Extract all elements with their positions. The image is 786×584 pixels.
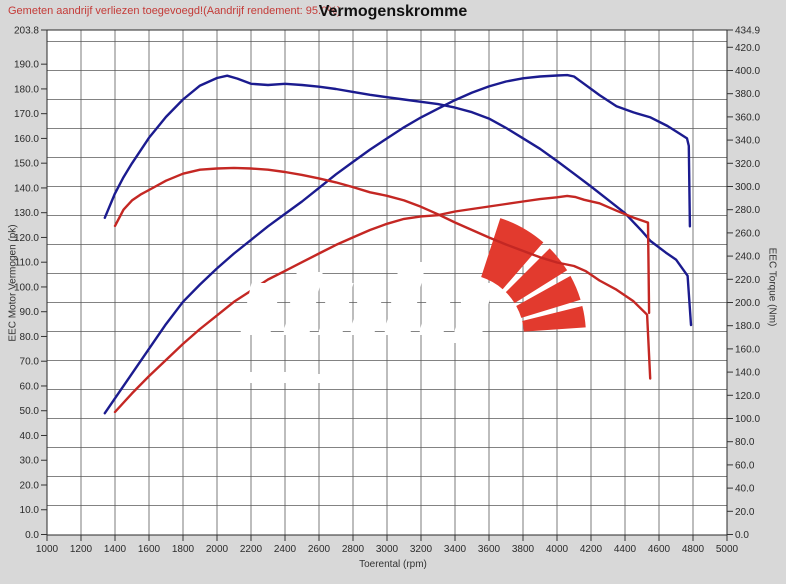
x-tick-label: 3400: [444, 544, 467, 555]
y-right-tick-label: 240.0: [735, 252, 760, 263]
watermark-knockout: [308, 374, 322, 383]
y-left-tick-label: 100.0: [14, 282, 39, 293]
x-tick-label: 3000: [376, 544, 399, 555]
y-left-tick-label: 80.0: [20, 332, 40, 343]
y-right-tick-label: 320.0: [735, 159, 760, 170]
y-axis-right-title: EEC Torque (Nm): [766, 247, 778, 327]
x-tick-label: 4800: [682, 544, 705, 555]
watermark-knockout: [240, 283, 282, 335]
watermark-knockout: [419, 283, 455, 335]
y-right-tick-label: 360.0: [735, 112, 760, 123]
y-right-tick-label: 40.0: [735, 484, 755, 495]
y-left-tick-label: 170.0: [14, 109, 39, 120]
y-left-tick-label: 190.0: [14, 60, 39, 71]
y-left-tick-label: 90.0: [20, 307, 40, 318]
x-tick-label: 2600: [308, 544, 331, 555]
y-left-tick-label: 60.0: [20, 381, 40, 392]
y-left-tick-label: 203.8: [14, 26, 39, 37]
y-left-tick-label: 130.0: [14, 208, 39, 219]
x-tick-label: 2000: [206, 544, 229, 555]
y-right-tick-label: 280.0: [735, 205, 760, 216]
page-title: Vermogenskromme: [318, 3, 468, 20]
y-right-tick-label: 20.0: [735, 507, 755, 518]
x-tick-label: 3200: [410, 544, 433, 555]
y-right-tick-label: 80.0: [735, 437, 755, 448]
watermark-logo-segment: [481, 218, 544, 290]
x-tick-label: 5000: [716, 544, 739, 555]
y-right-tick-label: 340.0: [735, 136, 760, 147]
y-left-tick-label: 160.0: [14, 134, 39, 145]
curve-power-tuned-pk: [103, 73, 692, 415]
watermark-knockout: [384, 262, 427, 335]
x-tick-label: 2200: [240, 544, 263, 555]
x-tick-label: 2800: [342, 544, 365, 555]
curve-torque-stock-nm: [113, 166, 652, 380]
y-left-tick-label: 70.0: [20, 357, 40, 368]
y-left-tick-label: 20.0: [20, 480, 40, 491]
y-right-tick-label: 120.0: [735, 391, 760, 402]
x-tick-label: 1800: [172, 544, 195, 555]
y-left-tick-label: 180.0: [14, 84, 39, 95]
x-tick-label: 1000: [36, 544, 59, 555]
y-left-tick-label: 50.0: [20, 406, 40, 417]
y-left-tick-label: 110.0: [15, 258, 40, 269]
y-left-tick-label: 10.0: [20, 505, 40, 516]
y-right-tick-label: 0.0: [735, 530, 749, 541]
y-right-tick-label: 60.0: [735, 460, 755, 471]
y-right-tick-label: 220.0: [735, 275, 760, 286]
y-right-tick-label: 160.0: [735, 344, 760, 355]
y-right-tick-label: 434.9: [735, 26, 760, 37]
x-tick-label: 4200: [580, 544, 603, 555]
x-tick-label: 1400: [104, 544, 127, 555]
y-right-tick-label: 140.0: [735, 368, 760, 379]
x-tick-label: 1200: [70, 544, 93, 555]
y-right-tick-label: 420.0: [735, 43, 760, 54]
y-right-tick-label: 260.0: [735, 228, 760, 239]
x-tick-label: 4600: [648, 544, 671, 555]
watermark-knockout: [350, 283, 386, 335]
x-axis-title: Toerental (rpm): [359, 559, 427, 570]
x-tick-label: 2400: [274, 544, 297, 555]
watermark-logo-segment: [522, 306, 586, 332]
x-tick-label: 3800: [512, 544, 535, 555]
y-left-tick-label: 0.0: [25, 530, 39, 541]
y-left-tick-label: 40.0: [20, 431, 40, 442]
y-right-tick-label: 200.0: [735, 298, 760, 309]
watermark-logo-segment: [516, 275, 581, 318]
x-tick-label: 4000: [546, 544, 569, 555]
y-left-tick-label: 150.0: [14, 159, 39, 170]
curve-power-stock-pk: [113, 194, 651, 414]
y-axis-left-title: EEC Motor Vermogen (pk): [7, 224, 19, 342]
x-tick-label: 4400: [614, 544, 637, 555]
y-right-tick-label: 300.0: [735, 182, 760, 193]
watermark-knockout: [290, 372, 307, 383]
y-left-tick-label: 120.0: [14, 233, 39, 244]
watermark-knockout: [270, 372, 289, 383]
y-right-tick-label: 380.0: [735, 89, 760, 100]
y-right-tick-label: 100.0: [735, 414, 760, 425]
drivetrain-loss-annotation: Gemeten aandrijf verliezen toegevoegd!(A…: [8, 5, 341, 17]
x-tick-label: 1600: [138, 544, 161, 555]
y-right-tick-label: 180.0: [735, 321, 760, 332]
curve-torque-tuned-nm: [103, 74, 693, 327]
watermark-knockout: [248, 372, 269, 383]
watermark-knockout: [318, 283, 354, 335]
x-tick-label: 3600: [478, 544, 501, 555]
watermark-knockout: [452, 283, 494, 343]
y-right-tick-label: 400.0: [735, 66, 760, 77]
y-left-tick-label: 30.0: [20, 456, 40, 467]
watermark-knockout: [283, 272, 323, 335]
y-left-tick-label: 140.0: [14, 183, 39, 194]
